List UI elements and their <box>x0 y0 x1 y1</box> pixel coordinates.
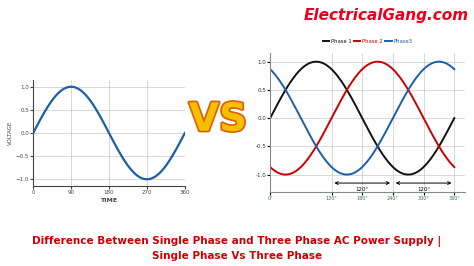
Phase 2 <box>415 105 420 108</box>
Y-axis label: VOLTAGE: VOLTAGE <box>8 121 13 145</box>
Phase 2 <box>286 173 292 176</box>
Phase 1 <box>267 117 273 120</box>
Phase3 <box>267 68 273 71</box>
Phase 1 <box>411 172 417 175</box>
Legend: Phase 1, Phase 2, Phase3: Phase 1, Phase 2, Phase3 <box>323 39 412 44</box>
Line: Phase 2: Phase 2 <box>270 62 454 174</box>
Text: ElectricalGang.com: ElectricalGang.com <box>304 8 469 23</box>
Line: Phase3: Phase3 <box>270 62 454 174</box>
Phase3 <box>451 68 457 71</box>
Phase3 <box>411 80 417 83</box>
Text: Difference Between Single Phase and Three Phase AC Power Supply |
Single Phase V: Difference Between Single Phase and Thre… <box>32 236 442 261</box>
Line: Phase 1: Phase 1 <box>270 62 454 174</box>
Phase 2 <box>411 99 417 102</box>
Text: VS: VS <box>189 101 247 139</box>
Phase 2 <box>267 165 273 169</box>
Phase 1 <box>394 169 400 172</box>
X-axis label: TIME: TIME <box>100 198 118 203</box>
Phase 2 <box>283 173 288 176</box>
Phase3 <box>342 173 347 176</box>
Phase 1 <box>415 170 420 173</box>
Phase3 <box>436 60 442 63</box>
Text: 120°: 120° <box>356 187 369 192</box>
Phase 1 <box>405 173 411 176</box>
Phase 2 <box>375 60 381 63</box>
Phase 2 <box>451 165 457 169</box>
Phase 2 <box>342 92 347 95</box>
Phase 1 <box>313 60 319 63</box>
Text: 120°: 120° <box>417 187 430 192</box>
Phase3 <box>394 109 400 112</box>
Phase 1 <box>451 117 457 120</box>
Phase3 <box>344 173 350 176</box>
Phase3 <box>414 75 420 78</box>
Phase3 <box>348 172 354 176</box>
Phase 1 <box>286 83 292 86</box>
Phase 2 <box>348 81 354 84</box>
Phase 1 <box>342 85 347 88</box>
Phase 1 <box>348 96 354 99</box>
Phase3 <box>286 94 292 97</box>
Phase 2 <box>394 72 400 75</box>
